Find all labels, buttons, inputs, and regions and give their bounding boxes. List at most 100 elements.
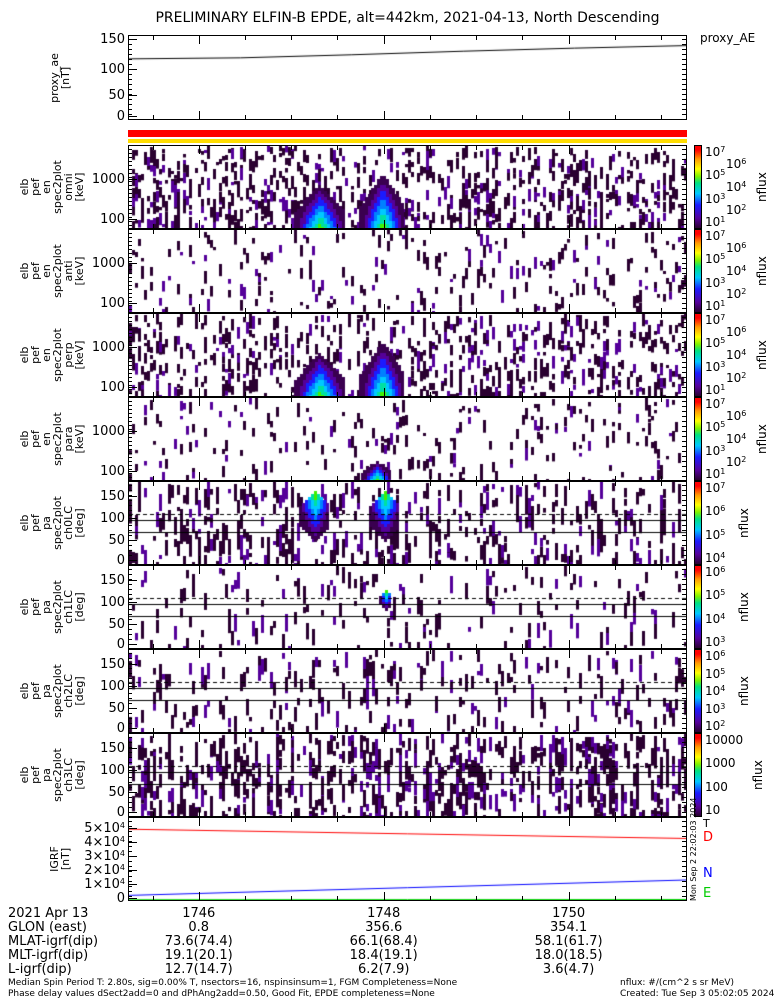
colorbar-unit-label: nflux: [737, 676, 751, 706]
colorbar-tick-label: 105: [705, 420, 726, 435]
colorbar-ch3LC: [694, 733, 702, 817]
y-minor-tick: [128, 353, 132, 354]
colorbar-tick-label: 105: [705, 168, 726, 183]
y-axis-label-line: [deg]: [73, 592, 86, 622]
x-tick-mark: [429, 650, 431, 654]
y-minor-tick: [682, 164, 686, 165]
x-tick-mark: [429, 398, 431, 402]
y-minor-tick: [128, 797, 132, 798]
y-minor-tick: [682, 698, 686, 699]
status-bar-yellow: [128, 139, 687, 143]
y-minor-tick: [128, 718, 132, 719]
y-minor-tick: [682, 826, 686, 827]
x-tick-mark: [522, 398, 524, 402]
x-tick-mark: [291, 560, 293, 564]
x-tick-mark: [568, 230, 570, 238]
y-minor-tick: [128, 49, 132, 50]
y-minor-tick: [128, 747, 132, 748]
y-minor-tick: [682, 668, 686, 669]
x-tick-mark: [337, 476, 339, 480]
x-tick-mark: [476, 728, 478, 732]
time-row-value: 1748: [367, 906, 401, 921]
y-minor-tick: [682, 728, 686, 729]
footer-line-1: Median Spin Period T: 2.80s, sig=0.00% T…: [8, 978, 458, 988]
y-minor-tick: [128, 469, 132, 470]
x-tick-mark: [429, 36, 431, 40]
y-minor-tick: [682, 317, 686, 318]
x-tick-mark: [476, 818, 478, 822]
x-tick-mark: [244, 818, 246, 822]
x-tick-mark: [198, 111, 200, 119]
x-tick-mark: [152, 314, 154, 318]
y-minor-tick: [682, 382, 686, 383]
panel-ch2LC: [128, 649, 687, 733]
x-tick-mark: [383, 304, 385, 312]
x-tick-mark: [568, 650, 570, 658]
panel-proxy_ae: [128, 35, 687, 120]
y-minor-tick: [128, 245, 132, 246]
colorbar-tick-label: 102: [726, 203, 747, 218]
x-tick-mark: [198, 230, 200, 238]
y-minor-tick: [128, 201, 132, 202]
y-minor-tick: [682, 569, 686, 570]
y-minor-tick: [128, 449, 132, 450]
y-minor-tick: [682, 683, 686, 684]
x-tick-mark: [614, 734, 616, 738]
y-minor-tick: [682, 673, 686, 674]
y-minor-tick: [682, 841, 686, 842]
x-tick-mark: [429, 728, 431, 732]
y-minor-tick: [682, 520, 686, 521]
y-minor-tick: [128, 109, 132, 110]
y-minor-tick: [128, 265, 132, 266]
y-axis-label-line: [nT]: [59, 66, 72, 89]
y-minor-tick: [128, 104, 132, 105]
x-tick-mark: [661, 728, 663, 732]
x-tick-mark: [383, 36, 385, 44]
colorbar-tick-label: 103: [705, 635, 726, 649]
x-tick-mark: [522, 482, 524, 486]
y-minor-tick: [128, 683, 132, 684]
x-tick-mark: [291, 476, 293, 480]
colorbar-unit-label: nflux: [755, 256, 769, 286]
x-tick-mark: [152, 644, 154, 648]
x-tick-mark: [337, 644, 339, 648]
y-minor-tick: [682, 401, 686, 402]
y-tick-label: 0: [116, 721, 125, 736]
y-minor-tick: [682, 332, 686, 333]
x-tick-mark: [429, 644, 431, 648]
time-row-label: 2021 Apr 13: [8, 906, 89, 921]
y-minor-tick: [128, 619, 132, 620]
y-minor-tick: [128, 594, 132, 595]
x-tick-mark: [291, 650, 293, 654]
x-tick-mark: [429, 482, 431, 486]
y-tick-label: 150: [100, 489, 125, 504]
x-tick-mark: [337, 398, 339, 402]
y-axis-label-anti: elb pef en spec2plot anti [keV]: [18, 236, 86, 306]
y-axis-label-perp: elb pef en spec2plot perp [keV]: [18, 320, 86, 390]
y-minor-tick: [682, 263, 686, 264]
x-tick-mark: [661, 812, 663, 816]
x-tick-mark: [429, 224, 431, 228]
plot-area-perp: [129, 314, 686, 396]
y-minor-tick: [128, 477, 132, 478]
x-tick-mark: [429, 476, 431, 480]
x-tick-mark: [476, 482, 478, 486]
y-minor-tick: [128, 369, 132, 370]
x-tick-mark: [661, 314, 663, 318]
x-tick-mark: [661, 36, 663, 40]
y-tick-mark: [128, 471, 137, 472]
y-tick-mark: [128, 347, 137, 348]
y-tick-label: 1000: [91, 172, 125, 187]
colorbar-tick-label: 105: [705, 252, 726, 267]
colorbar-ch0LC: [694, 481, 702, 565]
y-tick-label: 150: [100, 657, 125, 672]
y-axis-label-ch2LC: elb pef pa spec2plot ch2LC [deg]: [18, 656, 86, 726]
y-minor-tick: [682, 377, 686, 378]
y-tick-mark: [128, 728, 137, 729]
y-minor-tick: [128, 604, 132, 605]
y-minor-tick: [682, 456, 686, 457]
x-tick-mark: [522, 566, 524, 570]
y-minor-tick: [682, 258, 686, 259]
y-minor-tick: [682, 530, 686, 531]
colorbar-tick-label: 103: [705, 443, 726, 458]
